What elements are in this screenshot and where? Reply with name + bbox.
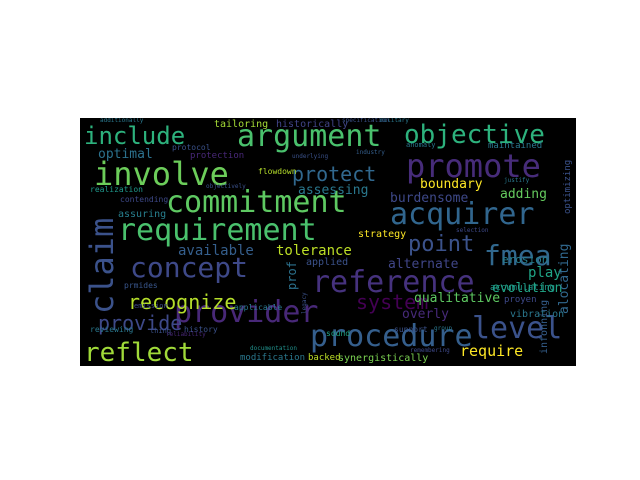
word: adding: [500, 187, 547, 202]
word: reliability: [166, 331, 206, 338]
word: boundary: [420, 177, 483, 192]
word: group: [434, 325, 453, 332]
word: history: [184, 325, 218, 334]
word-cloud: argument objective include involve promo…: [80, 118, 576, 366]
word: require: [460, 342, 524, 360]
word: claim: [83, 217, 121, 314]
word: prof: [285, 261, 299, 290]
word: vibration: [510, 309, 565, 320]
word: reviewing: [90, 325, 134, 334]
word: qualitative: [414, 291, 501, 306]
word: prmides: [124, 281, 158, 290]
word: flowdown: [258, 167, 297, 176]
word: documentation: [250, 345, 297, 352]
word: promote: [406, 147, 541, 185]
word: backed: [308, 353, 341, 363]
word: sound: [326, 329, 351, 338]
word: argument: [237, 119, 382, 154]
word: industry: [356, 149, 385, 156]
word: available: [178, 243, 254, 259]
word: emission: [134, 302, 168, 310]
word: military: [380, 118, 409, 124]
word: involve: [94, 155, 229, 193]
word: reference: [312, 265, 475, 300]
word: protection: [190, 151, 245, 161]
word: optimal: [98, 147, 153, 162]
word: commitment: [166, 185, 347, 220]
word: strategy: [358, 229, 407, 240]
word: remembering: [410, 347, 450, 354]
word: optimizing: [563, 159, 573, 214]
word: realization: [90, 185, 143, 194]
word: system: [356, 290, 429, 314]
word: concept: [130, 251, 249, 284]
word: proyen: [504, 295, 537, 305]
word: justify: [504, 177, 530, 184]
word: protocol: [172, 143, 211, 152]
word: protect: [292, 162, 377, 186]
word: applied: [306, 257, 349, 268]
word: play: [528, 265, 562, 281]
word: alocating: [557, 243, 572, 314]
word: modification: [240, 353, 306, 363]
word: evolution: [492, 281, 563, 296]
word: reflect: [84, 338, 194, 366]
word: point: [408, 232, 475, 257]
word: selection: [456, 227, 489, 234]
word: thing: [150, 327, 172, 335]
word: provide: [98, 311, 183, 335]
word: alternate: [388, 257, 459, 272]
word: synergistically: [338, 353, 429, 364]
word: sunnort: [394, 325, 428, 334]
word: additionally: [100, 118, 144, 124]
word: maintained: [488, 141, 543, 151]
word: historically: [276, 119, 349, 130]
word: include: [84, 122, 186, 150]
word: accumulating: [490, 283, 556, 293]
word: underlying: [292, 153, 329, 160]
word: legacy: [301, 292, 308, 314]
word: anomaly: [406, 141, 436, 149]
word: objective: [404, 120, 545, 150]
word: erosion: [502, 253, 549, 266]
word: procedure: [310, 319, 473, 354]
word: tailoring: [214, 119, 269, 130]
word: assessing: [298, 183, 369, 198]
word: specification: [342, 118, 389, 124]
word: provider: [174, 295, 319, 330]
word: fmea: [484, 239, 552, 272]
word: overly: [402, 307, 449, 322]
word: tolerance: [276, 243, 352, 259]
word: recognize: [128, 290, 237, 314]
word: infonning: [539, 299, 550, 354]
word: level: [472, 311, 563, 346]
word: objectively: [206, 183, 246, 190]
word: applicable: [234, 303, 283, 312]
word: assuring: [118, 209, 167, 220]
word: acquirer: [390, 197, 535, 232]
word: requirement: [118, 213, 317, 248]
word: contending: [120, 195, 169, 204]
word: burdensome: [390, 191, 469, 206]
